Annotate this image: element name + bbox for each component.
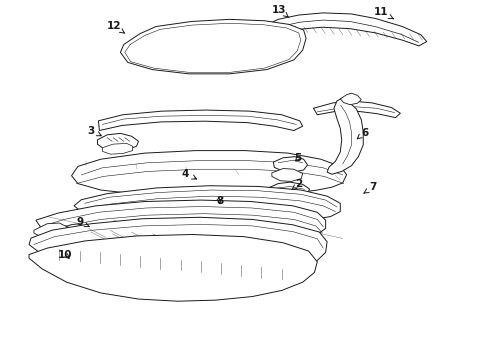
Text: 2: 2	[292, 179, 302, 189]
Polygon shape	[265, 13, 427, 46]
Polygon shape	[102, 143, 133, 154]
Polygon shape	[29, 217, 327, 284]
Text: 5: 5	[294, 153, 301, 163]
Text: 4: 4	[182, 168, 196, 179]
Polygon shape	[327, 98, 363, 174]
Text: 11: 11	[373, 7, 393, 19]
Polygon shape	[273, 157, 308, 172]
Polygon shape	[269, 182, 310, 198]
Polygon shape	[272, 168, 303, 181]
Text: 10: 10	[58, 249, 73, 260]
Polygon shape	[34, 223, 68, 238]
Text: 7: 7	[364, 182, 377, 193]
Polygon shape	[98, 110, 303, 131]
Text: 3: 3	[87, 126, 101, 136]
Text: 12: 12	[107, 21, 124, 33]
Polygon shape	[47, 242, 85, 260]
Polygon shape	[340, 93, 361, 105]
Polygon shape	[314, 101, 400, 118]
Polygon shape	[36, 200, 326, 247]
Polygon shape	[74, 186, 340, 224]
Text: 8: 8	[216, 196, 223, 206]
Polygon shape	[121, 19, 306, 74]
Text: 6: 6	[357, 128, 368, 139]
Polygon shape	[72, 150, 346, 197]
Polygon shape	[98, 134, 139, 150]
Polygon shape	[29, 234, 318, 301]
Text: 13: 13	[272, 5, 289, 17]
Text: 9: 9	[76, 217, 89, 227]
